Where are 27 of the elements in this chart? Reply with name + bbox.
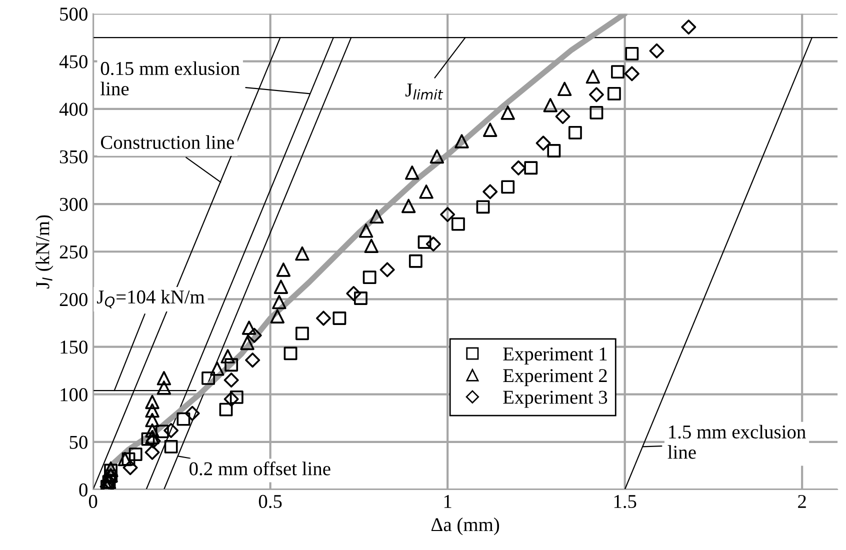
y-axis-title: J$_{I}$ (kN/m) (36, 215, 54, 288)
y-tick-label: 400 (59, 102, 88, 116)
legend-label: Experiment 3 (503, 390, 608, 408)
y-tick-label: 250 (60, 245, 88, 259)
y-tick-label: 50 (70, 436, 88, 449)
y-tick-label: 300 (60, 198, 88, 211)
y-tick-label: 500 (60, 8, 88, 21)
x-tick-label: 0.5 (258, 494, 282, 508)
x-tick-label: 1.5 (614, 495, 636, 508)
x-tick-label: 1 (444, 495, 452, 508)
y-tick-label: 200 (60, 293, 88, 306)
annotation: 1.5 mm exclusion line (668, 424, 806, 459)
y-tick-label: 350 (60, 150, 88, 164)
x-tick-label: 0 (88, 494, 98, 508)
y-tick-label: 150 (60, 340, 88, 354)
y-tick-label: 0 (79, 483, 88, 496)
y-tick-label: 100 (60, 388, 88, 402)
annotation: 0.2 mm offset line (190, 461, 330, 476)
annotation: Construction line (100, 135, 234, 149)
legend-label: Experiment 1 (503, 347, 607, 364)
annotation: 0.15 mm exlusion line (100, 61, 240, 96)
y-tick-label: 450 (59, 55, 88, 68)
x-axis-title: Δa (mm) (431, 518, 500, 536)
legend-label: Experiment 2 (503, 369, 607, 386)
annotation: J$_{limit}$ (405, 84, 444, 100)
annotation: J$_{Q}$=104 kN/m (97, 290, 205, 308)
x-tick-label: 2 (798, 494, 806, 508)
